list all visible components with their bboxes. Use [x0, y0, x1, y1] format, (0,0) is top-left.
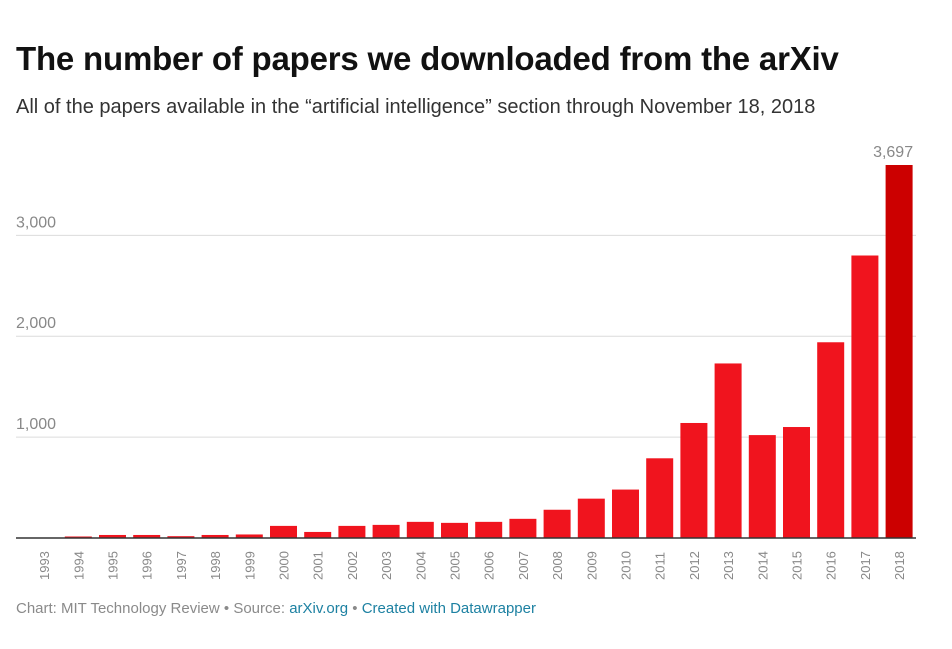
- bar: [133, 534, 161, 538]
- x-tick-label: 2015: [790, 551, 805, 580]
- x-tick-label: 2007: [516, 551, 531, 580]
- x-tick-label: 1999: [242, 551, 257, 580]
- bar: [64, 536, 92, 538]
- y-tick-label: 2,000: [16, 315, 56, 332]
- chart-title: The number of papers we downloaded from …: [16, 40, 839, 77]
- x-tick-label: 2010: [619, 551, 634, 580]
- x-tick-label: 2006: [482, 551, 497, 580]
- x-tick-label: 2017: [858, 551, 873, 580]
- x-tick-label: 2005: [448, 551, 463, 580]
- chart-footer: Chart: MIT Technology Review • Source: a…: [16, 600, 536, 617]
- x-tick-label: 1996: [140, 551, 155, 580]
- x-tick-label: 2013: [721, 551, 736, 580]
- x-tick-label: 2014: [755, 551, 770, 580]
- datawrapper-link[interactable]: Created with Datawrapper: [361, 600, 536, 617]
- bar: [304, 531, 332, 538]
- bar: [543, 509, 571, 538]
- x-tick-label: 2012: [687, 551, 702, 580]
- x-tick-label: 2000: [277, 551, 292, 580]
- bar: [714, 363, 742, 538]
- x-tick-label: 1994: [71, 551, 86, 580]
- bar: [509, 518, 537, 538]
- bar: [270, 525, 297, 538]
- bar: [406, 521, 434, 538]
- x-tick-label: 2004: [413, 551, 428, 580]
- bar: [646, 458, 674, 538]
- bar: [235, 534, 263, 538]
- bar: [441, 522, 468, 538]
- bar: [475, 521, 503, 538]
- chart-subtitle: All of the papers available in the “arti…: [16, 96, 816, 118]
- bar: [201, 534, 229, 538]
- x-tick-label: 2008: [550, 551, 565, 580]
- bar: [372, 524, 400, 538]
- x-tick-label: 2003: [379, 551, 394, 580]
- x-tick-label: 2016: [824, 551, 839, 580]
- footer-credit: Chart: MIT Technology Review: [16, 600, 220, 617]
- x-tick-label: 2001: [311, 551, 326, 580]
- bar: [783, 427, 810, 538]
- footer-source-label: Source:: [233, 600, 286, 617]
- bar: [817, 342, 845, 538]
- bar: [851, 255, 879, 538]
- data-label: 3,697: [873, 144, 913, 161]
- bar: [99, 534, 126, 538]
- footer-separator: •: [223, 600, 230, 617]
- bar: [680, 422, 708, 538]
- y-tick-label: 1,000: [16, 416, 56, 433]
- x-tick-label: 2018: [892, 551, 907, 580]
- bar: [748, 435, 776, 538]
- y-tick-label: 3,000: [16, 214, 56, 231]
- x-tick-label: 1993: [37, 551, 52, 580]
- x-tick-label: 1995: [106, 551, 121, 580]
- bar: [577, 498, 605, 538]
- x-tick-label: 2009: [584, 551, 599, 580]
- x-tick-label: 1998: [208, 551, 223, 580]
- x-tick-label: 2002: [345, 551, 360, 580]
- bar: [338, 525, 366, 538]
- x-tick-label: 1997: [174, 551, 189, 580]
- footer-separator-2: •: [352, 600, 358, 617]
- bar-chart: 1,000 2,000 3,000 1993 1994 1995 1996 1997 1998 1…: [16, 144, 916, 580]
- bar: [612, 489, 639, 538]
- x-tick-label: 2011: [653, 552, 668, 580]
- bar: [885, 165, 913, 538]
- source-link[interactable]: arXiv.org: [289, 600, 349, 617]
- bar: [167, 536, 195, 538]
